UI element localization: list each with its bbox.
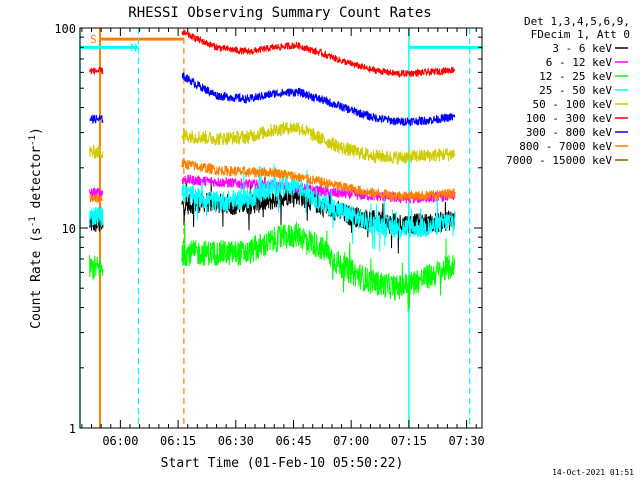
legend-label-7: 800 - 7000 keV	[519, 140, 612, 153]
series-5-line-0	[89, 66, 104, 75]
series-6-line-0	[89, 114, 104, 124]
series-3-line-1	[181, 163, 456, 252]
saa-label: S	[90, 33, 97, 46]
series-2-line-1	[181, 221, 456, 312]
x-tick-label-5: 07:15	[391, 434, 427, 448]
footer-timestamp: 14-Oct-2021 01:51	[552, 468, 634, 477]
chart-title: RHESSI Observing Summary Count Rates	[128, 5, 431, 21]
y-axis-label-mid: detector	[29, 146, 44, 217]
night-label: N	[130, 41, 137, 54]
x-tick-label-4: 07:00	[333, 434, 369, 448]
y-tick-label-2: 1	[69, 422, 76, 436]
x-tick-label-3: 06:45	[275, 434, 311, 448]
x-tick-label-0: 06:00	[102, 434, 138, 448]
y-axis-label: Count Rate (s-1 detector-1)	[28, 127, 44, 329]
legend-label-4: 50 - 100 keV	[533, 98, 613, 111]
legend-label-1: 6 - 12 keV	[546, 56, 613, 69]
y-axis-label-exp2: -1	[28, 135, 38, 146]
y-axis-label-end: )	[29, 127, 44, 135]
y-tick-label-0: 100	[54, 22, 76, 36]
legend-title-line1: Det 1,3,4,5,6,9,	[524, 15, 630, 28]
y-tick-label-1: 10	[62, 222, 76, 236]
series-7-line-1	[181, 158, 456, 201]
series-3-line-0	[89, 206, 104, 228]
x-tick-label-1: 06:15	[160, 434, 196, 448]
x-axis-label: Start Time (01-Feb-10 05:50:22)	[161, 456, 404, 471]
legend-title-line2: FDecim 1, Att 0	[531, 28, 630, 41]
legend-label-8: 7000 - 15000 keV	[506, 154, 612, 167]
legend-label-5: 100 - 300 keV	[526, 112, 612, 125]
series-6-line-1	[181, 72, 456, 127]
legend-label-2: 12 - 25 keV	[539, 70, 612, 83]
series-7-line-0	[89, 193, 104, 204]
legend-label-3: 25 - 50 keV	[539, 84, 612, 97]
legend-label-0: 3 - 6 keV	[552, 42, 612, 55]
series-2-line-0	[89, 255, 104, 281]
series-1-line-0	[89, 187, 104, 199]
series-5-line-1	[181, 30, 456, 79]
series-layer	[89, 30, 456, 312]
series-4-line-0	[89, 144, 104, 159]
axes: 100 10 1 06:00 06:15 06:30 06:45 07:00 07:15 07:3…	[54, 22, 484, 448]
x-tick-label-6: 07:30	[449, 434, 485, 448]
x-tick-label-2: 06:30	[218, 434, 254, 448]
y-axis-label-main: Count Rate (s	[29, 227, 44, 329]
series-4-line-1	[181, 121, 456, 165]
legend-label-6: 300 - 800 keV	[526, 126, 612, 139]
legend: Det 1,3,4,5,6,9, FDecim 1, Att 0 3 - 6 k…	[506, 15, 630, 167]
y-axis-label-exp1: -1	[28, 216, 38, 227]
